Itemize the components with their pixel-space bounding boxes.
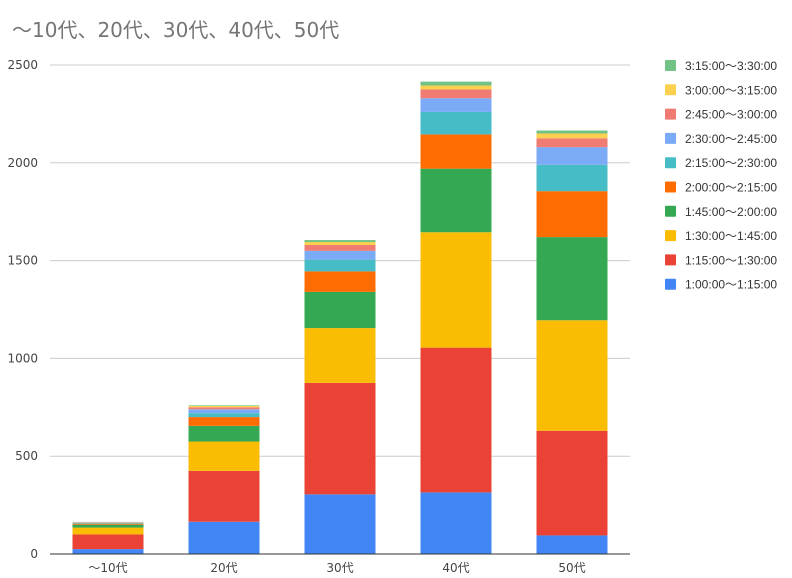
bar-segment [188, 470, 260, 522]
legend-label: 2:15:00〜2:30:00 [685, 156, 777, 170]
bar-segment [304, 240, 376, 243]
y-tick-label: 500 [15, 449, 38, 463]
legend-swatch [665, 254, 676, 266]
bar-segment [72, 524, 144, 528]
bar-segment [536, 133, 608, 139]
x-tick-label: 30代 [326, 561, 353, 575]
bar-segment [188, 407, 260, 410]
bar-segment [420, 168, 492, 233]
bar-segment [188, 521, 260, 554]
legend-label: 1:15:00〜1:30:00 [685, 253, 777, 267]
bar-segment [188, 405, 260, 408]
bar-segment [304, 250, 376, 260]
bar-segment [536, 320, 608, 431]
bar-segment [420, 134, 492, 169]
legend-swatch [665, 60, 676, 71]
y-tick-label: 0 [30, 547, 38, 561]
bar-segment [536, 164, 608, 192]
bar-segment [420, 85, 492, 90]
bar-segment [304, 271, 376, 292]
y-tick-label: 2000 [7, 156, 38, 170]
y-tick-label: 1500 [7, 254, 38, 268]
bar-segment [304, 494, 376, 554]
bar-segment [420, 111, 492, 135]
legend-label: 3:15:00〜3:30:00 [685, 59, 777, 73]
bar-segment [72, 549, 144, 554]
y-tick-label: 2500 [7, 58, 38, 72]
x-tick-label: 50代 [558, 561, 585, 575]
bar-segment [536, 430, 608, 536]
legend-label: 2:00:00〜2:15:00 [685, 181, 777, 195]
bar-segment [420, 98, 492, 112]
legend-swatch [665, 84, 676, 96]
bar-segment [304, 244, 376, 251]
bar-segment [420, 89, 492, 99]
bar-segment [536, 191, 608, 238]
bar-segment [188, 425, 260, 442]
legend-label: 1:30:00〜1:45:00 [685, 229, 777, 243]
bar-segment [188, 405, 260, 406]
bar-segment [304, 242, 376, 245]
legend-swatch [665, 157, 676, 169]
legend-swatch [665, 278, 676, 290]
bar-segment [536, 138, 608, 148]
legend-label: 1:00:00〜1:15:00 [685, 278, 777, 292]
x-tick-label: 40代 [442, 561, 469, 575]
bar-segment [188, 441, 260, 471]
bar-segment [420, 492, 492, 554]
bar-segment [188, 413, 260, 418]
bar-segment [536, 535, 608, 554]
bar-segment [72, 523, 144, 524]
bar-segment [72, 534, 144, 550]
legend-swatch [665, 108, 676, 120]
bar-segment [188, 409, 260, 414]
legend-label: 1:45:00〜2:00:00 [685, 205, 777, 219]
legend-swatch [665, 181, 676, 193]
bar-segment [304, 291, 376, 329]
bar-segment [304, 382, 376, 495]
bar-segment [420, 232, 492, 348]
y-tick-label: 1000 [7, 351, 38, 365]
bar-segment [188, 417, 260, 426]
chart-title: 〜10代、20代、30代、40代、50代 [12, 18, 340, 42]
bar-segment [536, 130, 608, 134]
x-tick-label: 20代 [210, 561, 237, 575]
bar-segment [420, 81, 492, 86]
legend-swatch [665, 205, 676, 217]
bar-segment [72, 527, 144, 535]
bar-segment [304, 328, 376, 383]
bar-segment [304, 259, 376, 272]
bar-segment [536, 147, 608, 165]
legend-swatch [665, 230, 676, 242]
legend-label: 2:45:00〜3:00:00 [685, 108, 777, 122]
bar-segment [72, 523, 144, 525]
bar-segment [420, 347, 492, 493]
legend-label: 2:30:00〜2:45:00 [685, 132, 777, 146]
x-tick-label: 〜10代 [88, 561, 127, 575]
legend-swatch [665, 132, 676, 144]
legend-label: 3:00:00〜3:15:00 [685, 83, 777, 97]
bar-segment [536, 237, 608, 321]
